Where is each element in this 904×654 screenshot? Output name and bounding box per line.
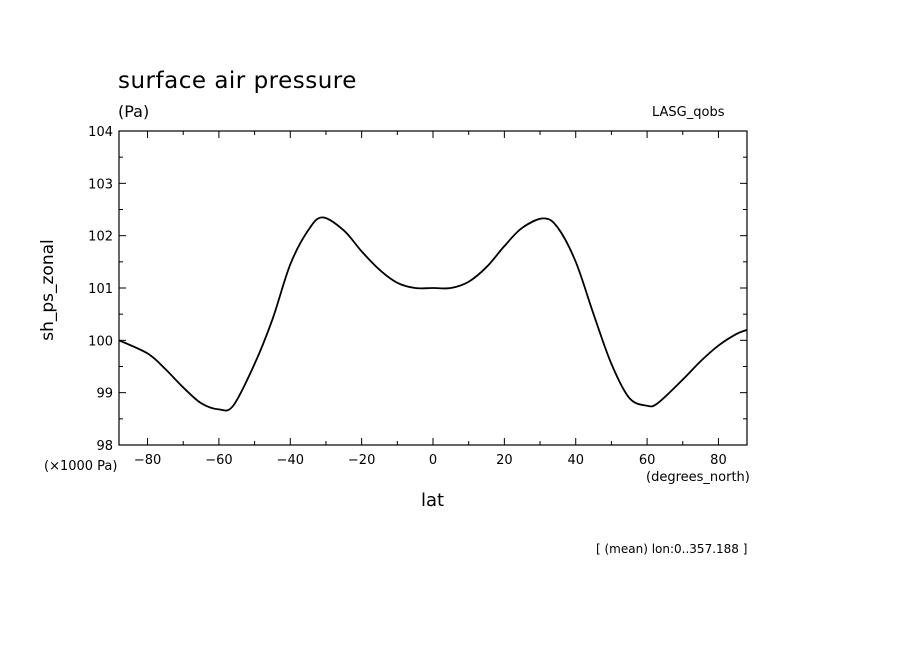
x-axis-label: lat xyxy=(421,490,445,511)
series-line xyxy=(118,216,748,412)
x-tick-label: 20 xyxy=(496,453,513,468)
x-tick-label: −40 xyxy=(277,453,304,468)
x-tick-label: 40 xyxy=(567,453,584,468)
y-tick-label: 102 xyxy=(88,230,113,245)
units-label: (Pa) xyxy=(118,102,150,121)
y-tick-label: 98 xyxy=(96,439,113,454)
x-tick-label: −20 xyxy=(348,453,375,468)
x-tick-label: −80 xyxy=(134,453,161,468)
chart-title: surface air pressure xyxy=(118,68,357,94)
y-tick-label: 104 xyxy=(88,125,113,140)
x-tick-label: 60 xyxy=(639,453,656,468)
y-tick-label: 103 xyxy=(88,177,113,192)
x-units-label: (degrees_north) xyxy=(646,470,750,485)
x-tick-label: 0 xyxy=(429,453,437,468)
x-tick-label: −60 xyxy=(205,453,232,468)
y-tick-label: 100 xyxy=(88,334,113,349)
y-tick-label: 101 xyxy=(88,282,113,297)
x-tick-label: 80 xyxy=(710,453,727,468)
y-scale-label: (×1000 Pa) xyxy=(44,459,118,474)
y-tick-label: 99 xyxy=(96,387,113,402)
mean-note: [ (mean) lon:0..357.188 ] xyxy=(596,542,748,556)
source-label: LASG_qobs xyxy=(652,105,725,120)
